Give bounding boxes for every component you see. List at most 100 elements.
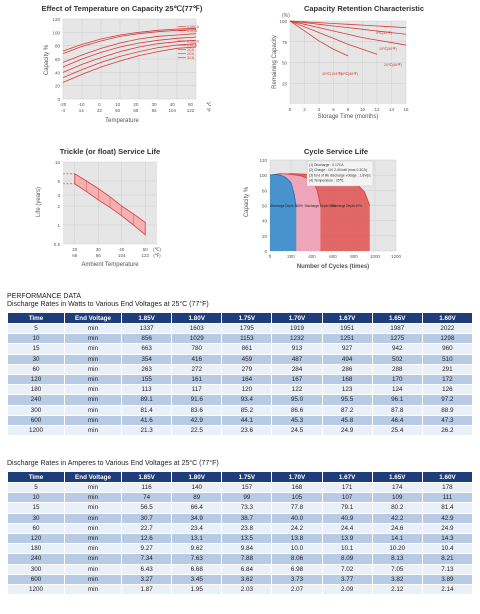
curve-label: Discharge Depth 30%	[331, 204, 362, 208]
column-header: 1.67V	[321, 312, 373, 324]
table-row: 10 min 74 89 99 105 107 109 111	[7, 492, 474, 504]
table-cell: 3.27	[120, 573, 173, 585]
x-tick-label: 8	[347, 107, 350, 112]
note-text: (2) Charge : 1V/ 2.4V/cell (max 0.3CA)	[309, 168, 367, 172]
table-cell: 87.8	[371, 404, 423, 416]
y-tick-label: 50	[282, 61, 288, 66]
x-tick-label: 1000	[370, 254, 381, 259]
table-cell: min	[64, 333, 122, 345]
x-tick-label: 0	[269, 254, 272, 259]
table-cell: 168	[271, 481, 323, 494]
table-cell: 240	[7, 394, 65, 406]
y-tick-label: 40	[55, 70, 61, 75]
table-cell: 300	[7, 563, 65, 575]
x-tick-label: 40	[119, 247, 125, 252]
table-cell: 1200	[7, 583, 65, 596]
notes-box	[306, 160, 374, 187]
table-row: 10 min 856 1029 1153 1232 1251 1275 1298	[7, 333, 474, 345]
x-tick-label: 12	[374, 107, 380, 112]
table-cell: 24.9	[321, 424, 373, 437]
table-cell: 7.88	[221, 553, 273, 565]
table-cell: min	[64, 363, 122, 375]
table-cell: 7.02	[321, 563, 373, 575]
column-header: 1.60V	[421, 471, 474, 483]
amperes-table-caption: Discharge Rates in Amperes to Various En…	[7, 460, 219, 467]
table-cell: 1029	[171, 333, 223, 345]
table-row: 5 min 1337 1603 1795 1919 1951 1987 2022	[7, 322, 474, 335]
table-cell: min	[64, 481, 122, 494]
table-cell: 105	[271, 492, 323, 504]
table-cell: 5	[7, 322, 65, 335]
x-tick-label: 6	[332, 107, 335, 112]
table-cell: min	[64, 532, 122, 545]
table-cell: 9.84	[221, 543, 273, 555]
table-cell: min	[64, 404, 122, 416]
column-header: 1.75V	[221, 312, 273, 324]
table-row: 5 min 116 140 157 168 171 174 178	[7, 481, 474, 494]
table-cell: 167	[271, 373, 323, 386]
y-tick-label: 20	[55, 84, 61, 89]
table-cell: min	[64, 543, 122, 555]
x-tick-label: 20	[133, 102, 139, 107]
table-row: 300 min 6.43 6.68 6.84 6.98 7.02 7.05 7.13	[7, 563, 474, 575]
x-tick-label: 50	[143, 247, 149, 252]
table-cell: 12.6	[120, 532, 173, 545]
legend-label: 0.1CA	[187, 29, 198, 33]
table-cell: 21.3	[120, 424, 173, 437]
x-tick-label-f: 86	[96, 253, 102, 258]
table-cell: 10	[7, 492, 65, 504]
table-row: 180 min 113 117 120 122 123 124 126	[7, 384, 474, 396]
y-tick-label: 20	[262, 234, 268, 239]
series-line	[62, 43, 197, 79]
table-cell: 272	[171, 363, 223, 375]
y-tick-label: 80	[262, 188, 268, 193]
table-row: 180 min 9.27 9.62 9.84 10.0 10.1 10.20 10.4	[7, 543, 474, 555]
table-cell: 927	[321, 343, 373, 355]
legend-label: 0.25CA	[187, 39, 200, 43]
y-tick-label: 100	[259, 173, 267, 178]
table-cell: 2.09	[321, 583, 373, 596]
x-tick-label: 30	[96, 247, 102, 252]
table-cell: min	[64, 563, 122, 575]
table-cell: 10.0	[271, 543, 323, 555]
table-cell: 161	[171, 373, 223, 386]
x-tick-label: 4	[318, 107, 321, 112]
table-cell: 172	[421, 373, 474, 386]
table-cell: 99	[221, 492, 273, 504]
table-cell: min	[64, 492, 122, 504]
table-row: 15 min 56.5 66.4 73.3 77.8 79.1 80.2 81.4	[7, 502, 474, 514]
table-cell: 13.1	[171, 532, 223, 545]
table-cell: 34.9	[171, 512, 223, 524]
table-cell: 10.1	[321, 543, 373, 555]
table-cell: 459	[221, 353, 273, 365]
table-cell: min	[64, 424, 122, 437]
y-axis-label: Life (years)	[36, 187, 42, 217]
table-row: 240 min 7.34 7.63 7.88 8.06 8.09 8.13 8.21	[7, 553, 474, 565]
table-cell: 1919	[271, 322, 323, 335]
temperature-capacity-chart: Effect of Temperature on Capacity 25℃(77…	[42, 4, 213, 124]
table-cell: 120	[221, 384, 273, 396]
table-cell: min	[64, 522, 122, 534]
y-tick-label: 3	[57, 193, 60, 198]
table-cell: 22.7	[120, 522, 173, 534]
table-row: 60 min 263 272 279 284 286 288 291	[7, 363, 474, 375]
table-cell: 60	[7, 363, 65, 375]
table-row: 600 min 3.27 3.45 3.62 3.73 3.77 3.82 3.89	[7, 573, 474, 585]
column-header: 1.85V	[120, 471, 173, 483]
table-cell: 1987	[371, 322, 423, 335]
y-tick-label: 75	[282, 40, 288, 45]
y-tick-label: 60	[55, 57, 61, 62]
legend-label: 3CA	[187, 56, 195, 60]
y-tick-label: 25	[282, 81, 288, 86]
table-cell: 80.2	[371, 502, 423, 514]
table-cell: 1232	[271, 333, 323, 345]
table-cell: 88.9	[421, 404, 474, 416]
x-tick-label-f: 68	[133, 108, 139, 113]
x-tick-label: 30	[152, 102, 158, 107]
table-cell: 123	[321, 384, 373, 396]
table-cell: 1795	[221, 322, 273, 335]
table-cell: min	[64, 394, 122, 406]
table-cell: 1951	[321, 322, 373, 335]
table-cell: 510	[421, 353, 474, 365]
table-cell: 89	[171, 492, 223, 504]
